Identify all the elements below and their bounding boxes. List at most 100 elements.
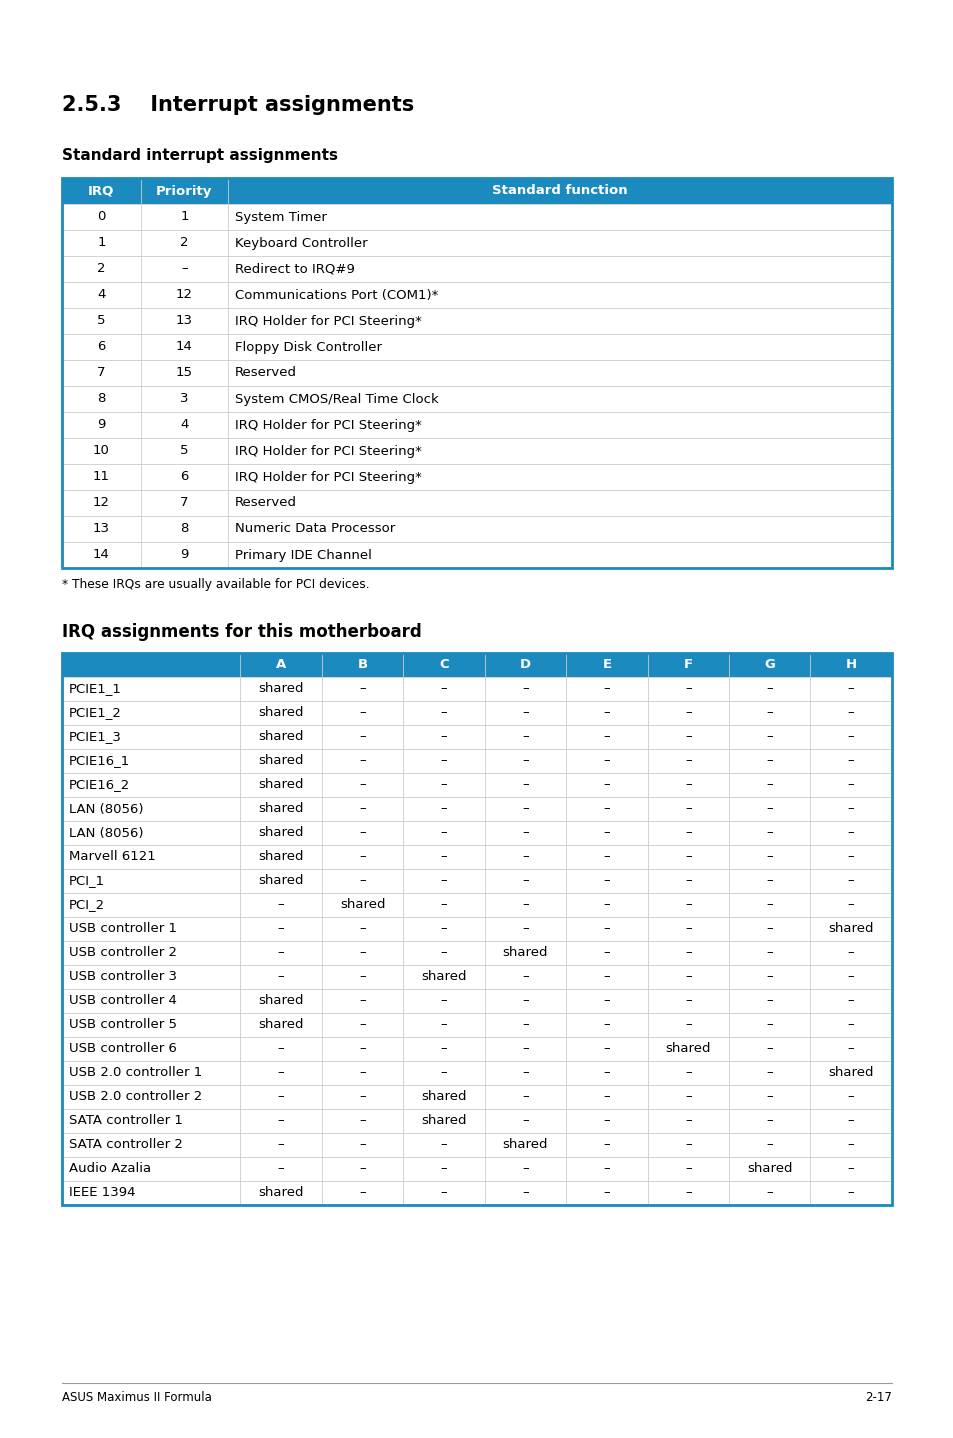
Text: –: – xyxy=(359,923,366,936)
Text: –: – xyxy=(603,971,610,984)
Bar xyxy=(62,965,891,989)
Text: –: – xyxy=(765,995,772,1008)
Text: –: – xyxy=(440,1162,447,1175)
Text: –: – xyxy=(684,971,691,984)
Text: –: – xyxy=(684,1139,691,1152)
Text: –: – xyxy=(521,683,528,696)
Text: PCIE16_2: PCIE16_2 xyxy=(69,778,131,791)
Text: –: – xyxy=(684,778,691,791)
Text: 7: 7 xyxy=(180,496,189,509)
Text: –: – xyxy=(440,706,447,719)
Text: –: – xyxy=(684,683,691,696)
Text: shared: shared xyxy=(258,731,304,743)
Text: –: – xyxy=(765,874,772,887)
Text: –: – xyxy=(847,827,854,840)
Text: –: – xyxy=(277,1114,284,1127)
Text: USB controller 1: USB controller 1 xyxy=(69,923,177,936)
Text: –: – xyxy=(765,706,772,719)
Text: 2: 2 xyxy=(97,263,106,276)
Text: shared: shared xyxy=(502,946,548,959)
Text: –: – xyxy=(359,802,366,815)
Text: –: – xyxy=(359,1067,366,1080)
Text: –: – xyxy=(603,683,610,696)
Text: –: – xyxy=(684,827,691,840)
Text: –: – xyxy=(440,850,447,863)
Text: –: – xyxy=(765,850,772,863)
Text: –: – xyxy=(765,1090,772,1103)
Text: –: – xyxy=(521,971,528,984)
Text: –: – xyxy=(359,755,366,768)
Text: –: – xyxy=(521,1114,528,1127)
Text: –: – xyxy=(765,778,772,791)
Text: –: – xyxy=(603,1162,610,1175)
Bar xyxy=(62,846,891,869)
Text: * These IRQs are usually available for PCI devices.: * These IRQs are usually available for P… xyxy=(62,578,369,591)
Text: –: – xyxy=(277,946,284,959)
Text: shared: shared xyxy=(827,923,873,936)
Text: –: – xyxy=(359,1186,366,1199)
Text: –: – xyxy=(684,850,691,863)
Text: 13: 13 xyxy=(175,315,193,328)
Bar xyxy=(62,1181,891,1205)
Text: –: – xyxy=(359,1043,366,1055)
Text: –: – xyxy=(440,1067,447,1080)
Text: –: – xyxy=(765,971,772,984)
Text: PCIE1_2: PCIE1_2 xyxy=(69,706,122,719)
Text: –: – xyxy=(359,1090,366,1103)
Bar xyxy=(62,917,891,940)
Text: PCI_1: PCI_1 xyxy=(69,874,105,887)
Text: –: – xyxy=(847,971,854,984)
Text: Communications Port (COM1)*: Communications Port (COM1)* xyxy=(234,289,438,302)
Text: USB 2.0 controller 2: USB 2.0 controller 2 xyxy=(69,1090,202,1103)
Text: –: – xyxy=(359,1114,366,1127)
Text: –: – xyxy=(521,1043,528,1055)
Text: A: A xyxy=(275,659,286,672)
Text: –: – xyxy=(359,827,366,840)
Bar xyxy=(62,334,891,360)
Text: USB controller 6: USB controller 6 xyxy=(69,1043,176,1055)
Text: 2-17: 2-17 xyxy=(864,1391,891,1403)
Text: USB controller 4: USB controller 4 xyxy=(69,995,176,1008)
Text: shared: shared xyxy=(258,1186,304,1199)
Text: –: – xyxy=(440,683,447,696)
Text: E: E xyxy=(601,659,611,672)
Text: 3: 3 xyxy=(180,393,189,406)
Text: –: – xyxy=(765,731,772,743)
Text: –: – xyxy=(684,946,691,959)
Text: IRQ Holder for PCI Steering*: IRQ Holder for PCI Steering* xyxy=(234,418,421,431)
Text: Floppy Disk Controller: Floppy Disk Controller xyxy=(234,341,381,354)
Text: –: – xyxy=(684,995,691,1008)
Text: 1: 1 xyxy=(97,236,106,250)
Text: –: – xyxy=(603,874,610,887)
Text: –: – xyxy=(440,731,447,743)
Text: –: – xyxy=(521,995,528,1008)
Text: LAN (8056): LAN (8056) xyxy=(69,802,143,815)
Text: –: – xyxy=(765,1043,772,1055)
Text: 2.5.3    Interrupt assignments: 2.5.3 Interrupt assignments xyxy=(62,95,414,115)
Bar xyxy=(62,893,891,917)
Bar xyxy=(62,439,891,464)
Text: –: – xyxy=(521,899,528,912)
Text: Standard interrupt assignments: Standard interrupt assignments xyxy=(62,148,337,162)
Text: –: – xyxy=(684,1186,691,1199)
Text: –: – xyxy=(765,899,772,912)
Text: –: – xyxy=(847,874,854,887)
Text: 12: 12 xyxy=(175,289,193,302)
Text: –: – xyxy=(521,706,528,719)
Text: –: – xyxy=(603,899,610,912)
Text: SATA controller 1: SATA controller 1 xyxy=(69,1114,183,1127)
Text: –: – xyxy=(765,1067,772,1080)
Text: 6: 6 xyxy=(180,470,189,483)
Bar xyxy=(62,178,891,568)
Text: –: – xyxy=(684,1114,691,1127)
Text: B: B xyxy=(357,659,367,672)
Text: Reserved: Reserved xyxy=(234,496,296,509)
Text: shared: shared xyxy=(258,995,304,1008)
Text: IRQ assignments for this motherboard: IRQ assignments for this motherboard xyxy=(62,623,421,641)
Text: shared: shared xyxy=(827,1067,873,1080)
Text: –: – xyxy=(521,827,528,840)
Text: Keyboard Controller: Keyboard Controller xyxy=(234,236,367,250)
Text: USB controller 5: USB controller 5 xyxy=(69,1018,177,1031)
Text: –: – xyxy=(521,1162,528,1175)
Text: –: – xyxy=(765,946,772,959)
